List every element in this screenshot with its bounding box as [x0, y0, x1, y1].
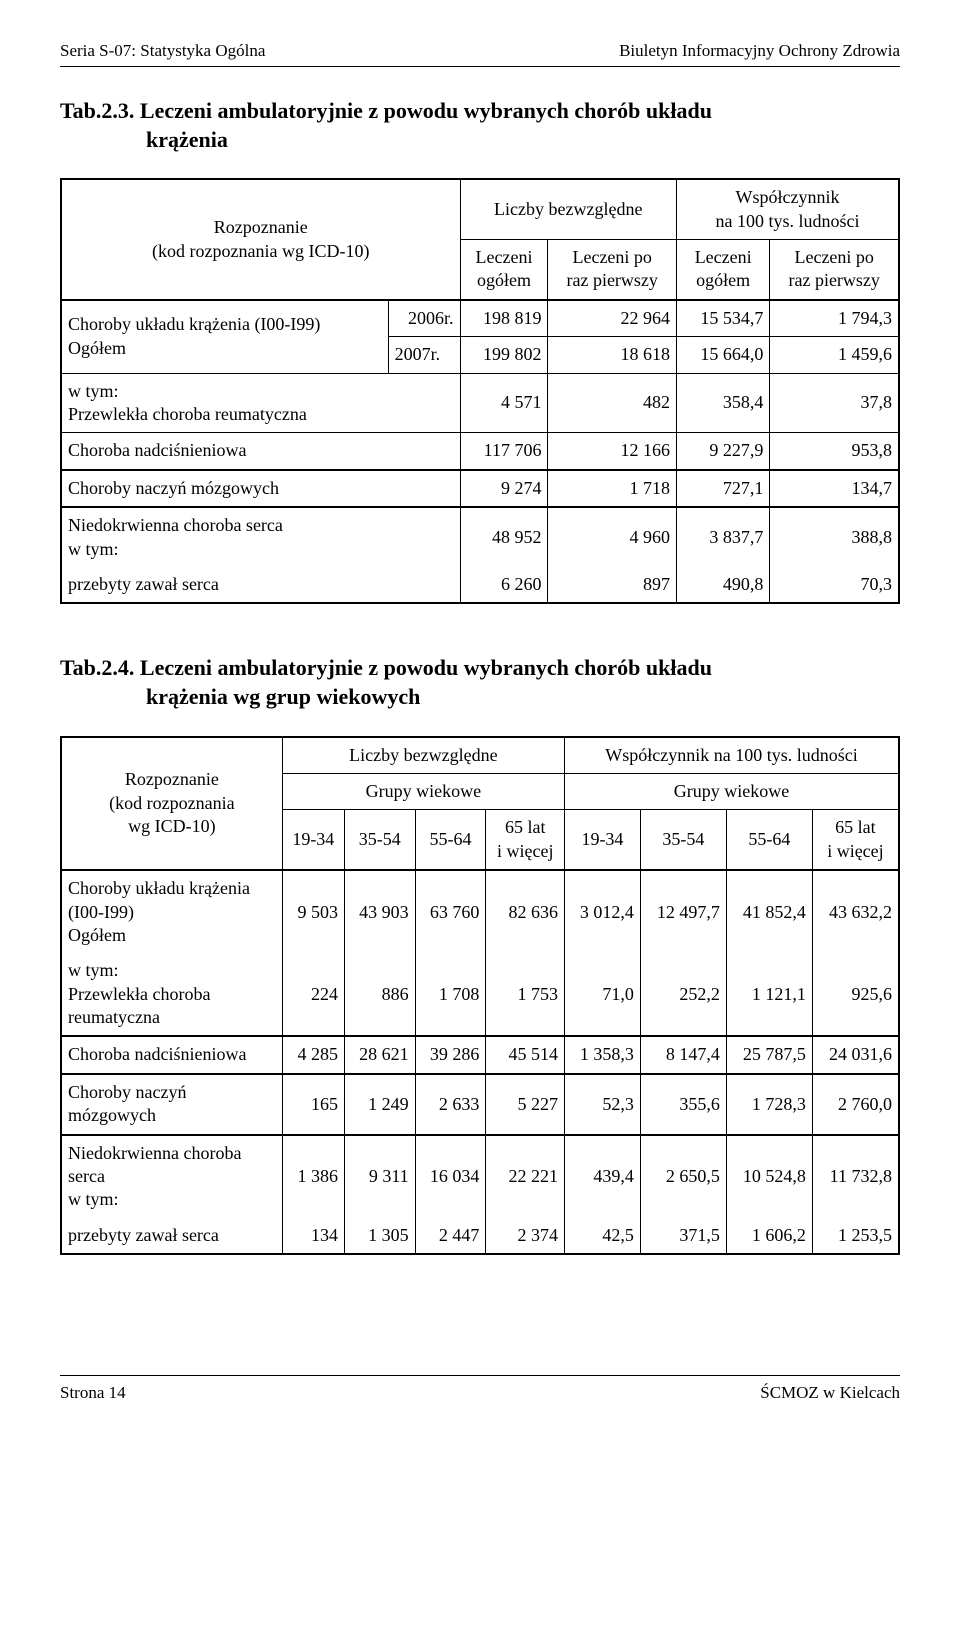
tab24-r4-label: Choroby naczyń mózgowych [61, 1074, 282, 1135]
tab23-r4-label: Choroby naczyń mózgowych [61, 470, 460, 507]
table-row: Choroby układu krążenia (I00-I99) Ogółem… [61, 870, 899, 953]
tab23-r1-label: Choroby układu krążenia (I00-I99) Ogółem [61, 300, 388, 373]
tab24-h-a2: 35-54 [344, 810, 415, 870]
table-row: Choroba nadciśnieniowa 117 706 12 166 9 … [61, 433, 899, 470]
tab23-table: Rozpoznanie (kod rozpoznania wg ICD-10) … [60, 178, 900, 604]
table-row: w tym: Przewlekła choroba reumatyczna 22… [61, 953, 899, 1036]
tab23-r1-year1: 2006r. [388, 300, 460, 337]
table-row: Choroby naczyń mózgowych 9 274 1 718 727… [61, 470, 899, 507]
tab24-h-grupy2: Grupy wiekowe [565, 773, 899, 809]
tab24-r5-label: Niedokrwienna choroba serca w tym: [61, 1135, 282, 1218]
table-row: Choroba nadciśnieniowa 4 285 28 621 39 2… [61, 1036, 899, 1073]
table-row: Choroby układu krążenia (I00-I99) Ogółem… [61, 300, 899, 337]
tab24-h-wsp: Współczynnik na 100 tys. ludności [565, 737, 899, 774]
tab24-h-b2: 35-54 [640, 810, 726, 870]
table-row: Niedokrwienna choroba serca w tym: 48 95… [61, 507, 899, 567]
table-row: Choroby naczyń mózgowych 165 1 249 2 633… [61, 1074, 899, 1135]
table-row: w tym: Przewlekła choroba reumatyczna 4 … [61, 373, 899, 433]
tab24-h-a4: 65 lati więcej [486, 810, 565, 870]
tab23-h-wsp: Współczynnik na 100 tys. ludności [676, 179, 899, 239]
tab24-title: Tab.2.4. Leczeni ambulatoryjnie z powodu… [60, 654, 900, 711]
header-left: Seria S-07: Statystyka Ogólna [60, 40, 265, 62]
tab24-h-liczby: Liczby bezwzględne [282, 737, 564, 774]
tab24-h-rozp: Rozpoznanie (kod rozpoznania wg ICD-10) [61, 737, 282, 871]
table-row: Niedokrwienna choroba serca w tym: 1 386… [61, 1135, 899, 1218]
tab24-table: Rozpoznanie (kod rozpoznania wg ICD-10) … [60, 736, 900, 1256]
tab23-r6-label: przebyty zawał serca [61, 567, 460, 603]
tab23-r2-label: w tym: Przewlekła choroba reumatyczna [61, 373, 460, 433]
tab24-r1-label: Choroby układu krążenia (I00-I99) Ogółem [61, 870, 282, 953]
tab23-r5-label: Niedokrwienna choroba serca w tym: [61, 507, 460, 567]
footer-right: ŚCMOZ w Kielcach [760, 1382, 900, 1404]
table-row: przebyty zawał serca 134 1 305 2 447 2 3… [61, 1218, 899, 1254]
tab23-title-line2: krążenia [146, 126, 900, 155]
tab23-title: Tab.2.3. Leczeni ambulatoryjnie z powodu… [60, 97, 900, 154]
tab24-title-line2: krążenia wg grup wiekowych [146, 683, 900, 712]
tab24-h-a3: 55-64 [415, 810, 486, 870]
tab23-h-lp2: Leczeni poraz pierwszy [770, 240, 899, 300]
footer-left: Strona 14 [60, 1382, 126, 1404]
tab23-h-lo1: Leczeniogółem [460, 240, 548, 300]
tab24-h-b1: 19-34 [565, 810, 641, 870]
tab23-r3-label: Choroba nadciśnieniowa [61, 433, 460, 470]
tab23-h-lp1: Leczeni poraz pierwszy [548, 240, 676, 300]
table-row: przebyty zawał serca 6 260 897 490,8 70,… [61, 567, 899, 603]
tab24-r6-label: przebyty zawał serca [61, 1218, 282, 1254]
tab24-h-b4: 65 lati więcej [812, 810, 899, 870]
tab24-h-a1: 19-34 [282, 810, 344, 870]
tab23-h-rozpoznanie: Rozpoznanie (kod rozpoznania wg ICD-10) [61, 179, 460, 300]
tab23-r1-year2: 2007r. [388, 337, 460, 373]
tab24-r3-label: Choroba nadciśnieniowa [61, 1036, 282, 1073]
page-header: Seria S-07: Statystyka Ogólna Biuletyn I… [60, 40, 900, 67]
tab24-h-grupy1: Grupy wiekowe [282, 773, 564, 809]
tab24-title-line1: Tab.2.4. Leczeni ambulatoryjnie z powodu… [60, 654, 900, 683]
header-right: Biuletyn Informacyjny Ochrony Zdrowia [619, 40, 900, 62]
tab24-r2-label: w tym: Przewlekła choroba reumatyczna [61, 953, 282, 1036]
page-footer: Strona 14 ŚCMOZ w Kielcach [60, 1375, 900, 1404]
tab24-h-b3: 55-64 [726, 810, 812, 870]
tab23-title-line1: Tab.2.3. Leczeni ambulatoryjnie z powodu… [60, 97, 900, 126]
tab23-h-lo2: Leczeniogółem [676, 240, 769, 300]
tab23-h-liczby: Liczby bezwzględne [460, 179, 676, 239]
